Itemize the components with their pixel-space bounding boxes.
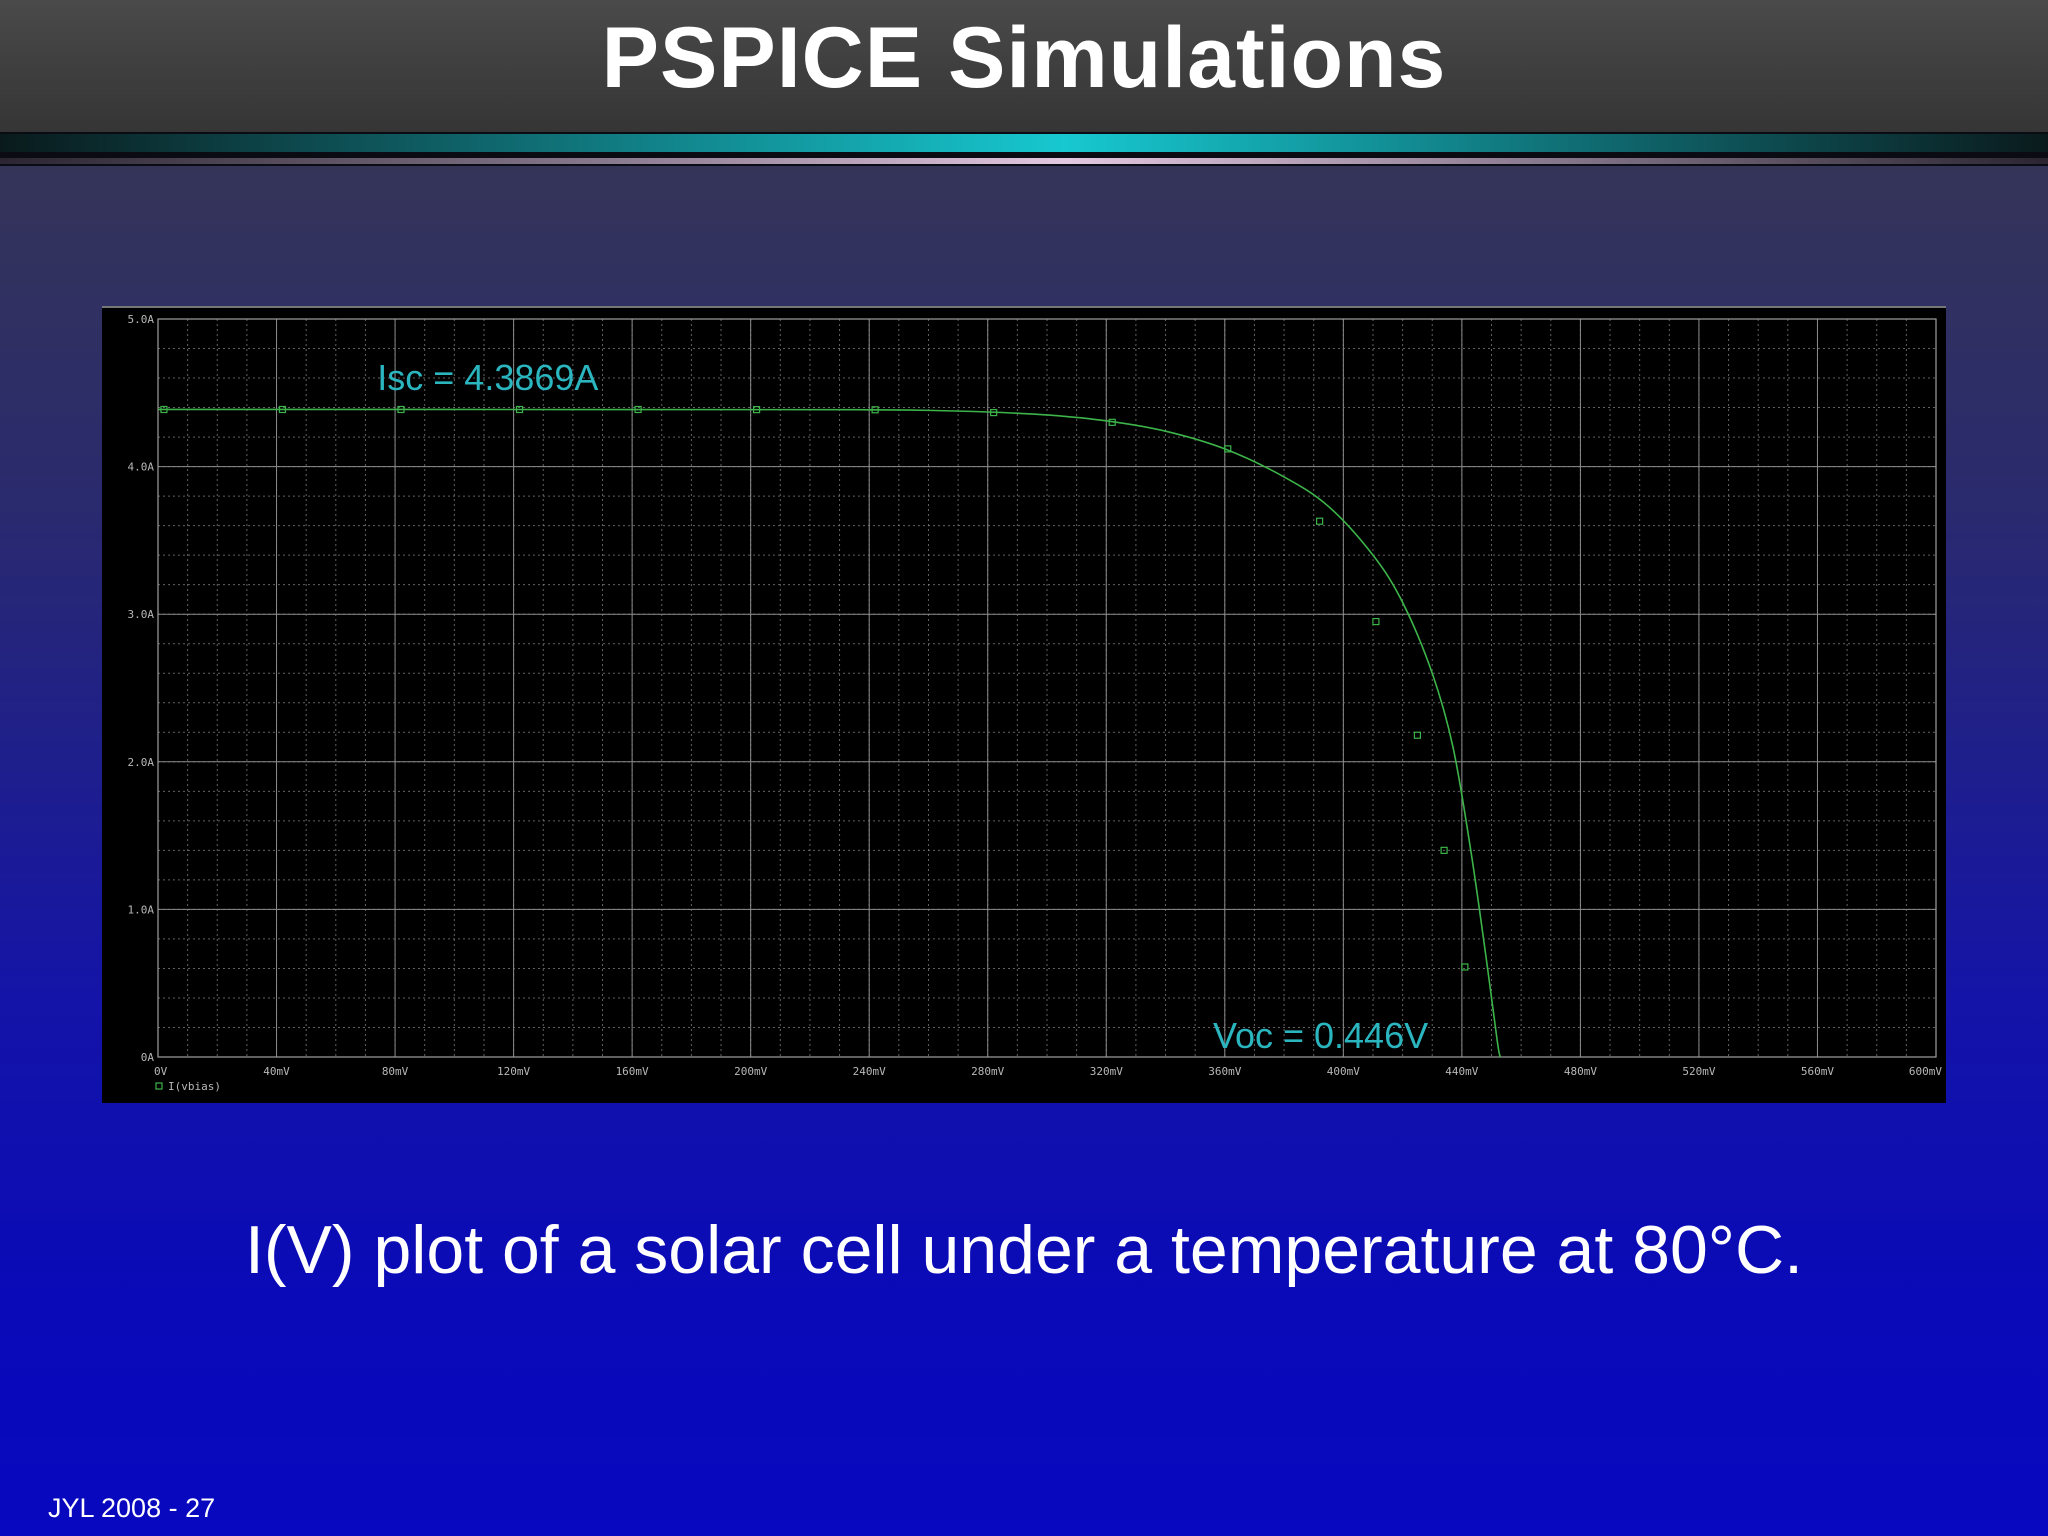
- series-marker: [634, 405, 642, 414]
- slide-caption: I(V) plot of a solar cell under a temper…: [245, 1212, 1803, 1288]
- x-tick-labels: 0V 40mV 80mV 120mV 160mV 200mV 240mV 280mV 320mV…: [154, 1065, 1942, 1078]
- chart-annotation: Voc = 0.446V: [1213, 1015, 1428, 1056]
- y-tick-label: 0A: [141, 1051, 155, 1064]
- x-tick-label: 0V: [154, 1065, 168, 1078]
- title-rule-pink: [0, 158, 2048, 164]
- y-tick-label: 5.0A: [128, 313, 155, 326]
- x-tick-label: 480mV: [1564, 1065, 1597, 1078]
- x-tick-label: 440mV: [1445, 1065, 1478, 1078]
- iv-chart: 0V 40mV 80mV 120mV 160mV 200mV 240mV 280mV 320mV…: [128, 313, 1943, 1093]
- x-tick-label: 320mV: [1090, 1065, 1123, 1078]
- axes: [157, 318, 1937, 1058]
- grid-minor: [158, 319, 1936, 1057]
- slide-title: PSPICE Simulations: [601, 10, 1447, 106]
- plot-border: [157, 318, 1937, 1058]
- x-tick-label: 280mV: [971, 1065, 1004, 1078]
- y-tick-label: 4.0A: [128, 461, 155, 474]
- annotations: Isc = 4.3869A Voc = 0.446V: [377, 357, 1428, 1056]
- series-marker: [515, 405, 524, 414]
- x-tick-label: 160mV: [616, 1065, 649, 1078]
- series-marker: [1108, 418, 1116, 426]
- series-marker: [1316, 517, 1324, 525]
- x-tick-label: 360mV: [1208, 1065, 1241, 1078]
- title-rule-cyan: [0, 134, 2048, 152]
- pspice-plot: 0V 40mV 80mV 120mV 160mV 200mV 240mV 280mV 320mV…: [102, 306, 1946, 1103]
- series-marker: [278, 405, 287, 414]
- y-tick-label: 3.0A: [128, 608, 155, 621]
- x-tick-label: 40mV: [263, 1065, 290, 1078]
- x-tick-label: 560mV: [1801, 1065, 1834, 1078]
- y-tick-label: 2.0A: [128, 756, 155, 769]
- x-tick-label: 600mV: [1909, 1065, 1942, 1078]
- series-marker: [752, 406, 761, 414]
- legend-label: I(vbias): [168, 1080, 221, 1093]
- slide-footer: JYL 2008 - 27: [48, 1493, 216, 1523]
- series-marker: [1413, 731, 1422, 739]
- series-marker: [160, 405, 168, 414]
- x-tick-label: 520mV: [1682, 1065, 1715, 1078]
- series-marker: [397, 405, 405, 414]
- chart-annotation: Isc = 4.3869A: [377, 357, 598, 398]
- legend-marker: [155, 1082, 163, 1090]
- x-tick-label: 200mV: [734, 1065, 767, 1078]
- series-line: [157, 408, 1502, 1058]
- series-layer: [157, 405, 1502, 1058]
- series-marker: [990, 408, 998, 417]
- y-tick-labels: 0A 1.0A 2.0A 3.0A 4.0A 5.0A: [128, 313, 155, 1064]
- x-tick-label: 120mV: [497, 1065, 530, 1078]
- series-marker: [1440, 846, 1448, 854]
- series-marker: [871, 406, 879, 414]
- series-marker: [1372, 617, 1380, 626]
- y-tick-label: 1.0A: [128, 903, 155, 916]
- title-bar: [0, 0, 2048, 132]
- x-tick-label: 80mV: [382, 1065, 409, 1078]
- series-marker: [1224, 445, 1232, 453]
- x-tick-label: 240mV: [853, 1065, 886, 1078]
- x-tick-label: 400mV: [1327, 1065, 1360, 1078]
- legend: I(vbias): [155, 1080, 221, 1093]
- series-marker: [1461, 963, 1469, 971]
